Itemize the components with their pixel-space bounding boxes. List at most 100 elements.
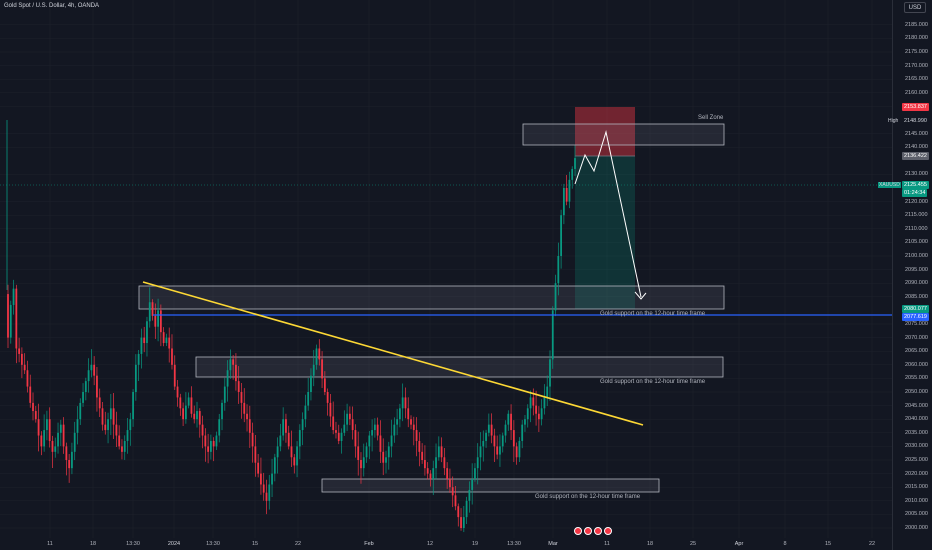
candle-body — [59, 424, 62, 433]
price-tick-label: 2085.000 — [905, 293, 928, 300]
candle-body — [532, 397, 535, 406]
candle-body — [101, 408, 104, 425]
candle-body — [521, 424, 524, 441]
candle-body — [293, 457, 296, 466]
time-tick-label: 13:30 — [507, 541, 521, 547]
candle-body — [387, 446, 390, 458]
price-tick-label: 2065.000 — [905, 348, 928, 355]
candle-body — [504, 424, 507, 436]
candle-body — [173, 364, 176, 387]
candle-body — [46, 419, 48, 431]
candle-body — [560, 215, 563, 256]
projection-path[interactable] — [574, 130, 642, 298]
candle-body — [329, 402, 332, 417]
high-label: High — [888, 118, 899, 124]
candle-body — [546, 386, 549, 398]
candle-body — [368, 435, 371, 447]
candle-body — [20, 353, 23, 365]
candle-body — [212, 440, 215, 447]
candle-body — [84, 381, 87, 392]
support-zone-middle[interactable] — [195, 356, 724, 378]
candle-body — [474, 468, 476, 480]
price-tick-label: 2000.000 — [905, 525, 928, 531]
candle-body — [268, 484, 271, 501]
candle-body — [410, 419, 412, 425]
candle-body — [551, 310, 554, 360]
entry-price-label: 2136.422 — [902, 152, 929, 160]
candle-body — [96, 375, 98, 398]
price-tick-label: 2140.000 — [905, 144, 928, 151]
candle-body — [168, 337, 171, 349]
sell-zone-box[interactable] — [522, 123, 725, 146]
economic-event-icon[interactable] — [604, 527, 612, 535]
price-tick-label: 2130.000 — [905, 171, 928, 178]
candle-body — [57, 432, 59, 447]
time-tick-label: 8 — [783, 541, 787, 547]
symbol-title[interactable]: Gold Spot / U.S. Dollar, 4h, OANDA — [4, 3, 100, 9]
current-price-label: 2125.455 — [902, 181, 929, 189]
candle-body — [37, 419, 40, 436]
currency-button[interactable]: USD — [904, 2, 926, 13]
price-tick-label: 2050.000 — [905, 389, 928, 395]
trendline[interactable] — [142, 281, 644, 426]
price-axis[interactable] — [892, 0, 932, 550]
time-tick-label: 12 — [426, 541, 434, 547]
candle-body — [65, 446, 68, 460]
support-zone-upper[interactable] — [138, 285, 725, 310]
candle-body — [107, 419, 109, 431]
candle-body — [262, 484, 265, 493]
candle-body — [479, 446, 482, 458]
time-tick-label: 2024 — [167, 541, 181, 547]
candle-body — [43, 430, 46, 447]
candle-body — [390, 435, 393, 447]
candle-body — [23, 364, 26, 371]
candle-body — [499, 446, 501, 455]
candle-body — [507, 413, 510, 425]
candle-body — [301, 419, 304, 431]
candle-body — [62, 424, 65, 447]
candle-body — [440, 446, 443, 458]
candle-body — [251, 432, 254, 447]
price-tick-label: 2075.000 — [905, 321, 928, 327]
candle-body — [562, 188, 565, 216]
price-tick-label: 2005.000 — [905, 511, 928, 518]
candle-body — [134, 364, 137, 392]
candle-body — [574, 158, 576, 169]
candle-body — [196, 411, 198, 420]
candle-body — [321, 359, 323, 379]
price-tick-label: 2055.000 — [905, 375, 928, 382]
time-tick-label: Feb — [364, 541, 374, 547]
candle-body — [335, 430, 337, 433]
candle-body — [496, 446, 499, 455]
candle-body — [159, 310, 162, 333]
candle-body — [87, 370, 90, 382]
candle-body — [568, 179, 571, 202]
candle-body — [468, 489, 471, 501]
candle-body — [273, 457, 276, 474]
candle-body — [248, 419, 251, 433]
candle-body — [132, 392, 134, 420]
candle-body — [465, 500, 468, 518]
price-tick-label: 2030.000 — [905, 443, 928, 450]
candle-body — [424, 460, 426, 469]
candle-body — [490, 424, 493, 436]
candle-body — [407, 408, 410, 420]
price-tick-label: 2095.000 — [905, 266, 928, 273]
candle-body — [524, 419, 526, 425]
economic-event-icon[interactable] — [594, 527, 602, 535]
candle-body — [9, 304, 12, 338]
candle-body — [79, 402, 82, 420]
economic-event-icon[interactable] — [574, 527, 582, 535]
economic-event-icon[interactable] — [584, 527, 592, 535]
time-tick-label: 18 — [89, 541, 97, 547]
candle-body — [76, 419, 79, 433]
candle-body — [454, 495, 457, 507]
candle-body — [365, 446, 368, 458]
support-zone-lower[interactable] — [321, 478, 660, 493]
price-tick-label: 2185.000 — [905, 21, 928, 28]
candle-body — [487, 424, 490, 433]
candle-body — [537, 413, 540, 420]
candle-body — [485, 432, 487, 441]
candle-body — [457, 506, 460, 518]
